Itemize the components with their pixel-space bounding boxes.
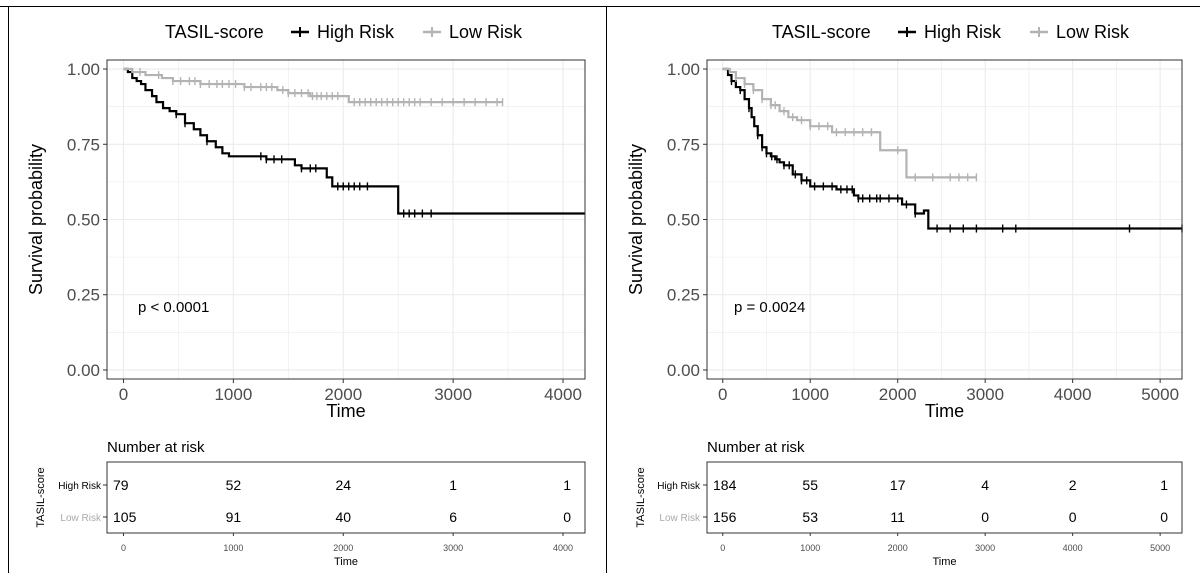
y-tick-label: 0.25 <box>667 286 700 305</box>
risk-count: 0 <box>981 509 989 525</box>
x-tick-label: 3000 <box>966 385 1004 404</box>
x-tick-label: 4000 <box>544 385 582 404</box>
legend: TASIL-score High Risk Low Risk <box>165 22 523 42</box>
risk-table-border <box>106 461 586 534</box>
risk-table-title: Number at risk <box>707 439 805 456</box>
risk-x-tick-label: 3000 <box>975 543 995 553</box>
risk-count: 40 <box>335 509 351 525</box>
y-axis-title: Survival probability <box>626 144 646 295</box>
risk-x-axis-title: Time <box>932 556 956 568</box>
y-tick-label: 0.75 <box>67 135 100 154</box>
risk-x-tick-label: 0 <box>121 543 126 553</box>
frame-divider-line <box>606 6 607 573</box>
legend-label: High Risk <box>317 22 395 42</box>
legend-label: Low Risk <box>449 22 523 42</box>
risk-count: 4 <box>981 477 989 493</box>
y-tick-label: 0.50 <box>667 211 700 230</box>
x-tick-label: 2000 <box>324 385 362 404</box>
risk-x-tick-label: 5000 <box>1150 543 1170 553</box>
plot-border <box>106 59 586 380</box>
y-tick-label: 0.00 <box>667 361 700 380</box>
legend-label: Low Risk <box>1056 22 1130 42</box>
risk-count: 17 <box>890 477 906 493</box>
frame-top-line <box>0 6 1200 7</box>
legend-title: TASIL-score <box>772 22 871 42</box>
y-tick-label: 0.75 <box>667 135 700 154</box>
risk-table-border <box>706 461 1183 534</box>
risk-count: 1 <box>563 477 571 493</box>
y-tick-label: 1.00 <box>667 60 700 79</box>
y-tick-label: 0.25 <box>67 286 100 305</box>
x-tick-label: 5000 <box>1141 385 1179 404</box>
risk-x-tick-label: 4000 <box>553 543 573 553</box>
risk-count: 55 <box>802 477 818 493</box>
risk-count: 11 <box>890 509 905 525</box>
risk-x-tick-label: 2000 <box>333 543 353 553</box>
risk-row-label: High Risk <box>58 481 102 492</box>
x-tick-label: 0 <box>119 385 128 404</box>
risk-row-label: Low Risk <box>659 513 701 524</box>
series-high-risk <box>722 67 1183 233</box>
risk-count: 79 <box>113 477 129 493</box>
x-tick-label: 4000 <box>1054 385 1092 404</box>
risk-count: 1 <box>449 477 457 493</box>
risk-count: 2 <box>1069 477 1077 493</box>
risk-count: 24 <box>335 477 351 493</box>
risk-row-label: High Risk <box>657 481 701 492</box>
frame-left-line <box>8 6 9 573</box>
x-axis-title: Time <box>925 401 964 421</box>
risk-x-tick-label: 3000 <box>443 543 463 553</box>
risk-x-axis-title: Time <box>334 556 358 568</box>
risk-count: 52 <box>226 477 242 493</box>
risk-count: 91 <box>226 509 242 525</box>
risk-y-axis-title: TASIL-score <box>35 467 47 527</box>
risk-x-tick-label: 4000 <box>1063 543 1083 553</box>
risk-x-tick-label: 2000 <box>888 543 908 553</box>
risk-x-tick-label: 1000 <box>800 543 820 553</box>
km-panel-left: TASIL-score High Risk Low Risk 0 1000 2000 300… <box>26 22 586 568</box>
legend: TASIL-score High Risk Low Risk <box>772 22 1130 42</box>
risk-row-label: Low Risk <box>60 513 102 524</box>
risk-count: 1 <box>1160 477 1168 493</box>
series-low-risk <box>722 67 978 182</box>
risk-count: 184 <box>713 477 737 493</box>
legend-label: High Risk <box>924 22 1002 42</box>
series-low-risk <box>123 67 504 107</box>
km-chart-left: TASIL-score High Risk Low Risk 0 1000 2000 300… <box>26 22 586 568</box>
x-tick-label: 1000 <box>214 385 252 404</box>
x-tick-label: 0 <box>718 385 727 404</box>
x-axis-title: Time <box>326 401 365 421</box>
p-value-label: p < 0.0001 <box>138 299 209 316</box>
x-tick-label: 1000 <box>791 385 829 404</box>
risk-count: 105 <box>113 509 137 525</box>
risk-count: 0 <box>1069 509 1077 525</box>
risk-y-axis-title: TASIL-score <box>635 467 647 527</box>
legend-title: TASIL-score <box>165 22 264 42</box>
risk-x-tick-label: 1000 <box>223 543 243 553</box>
plot-border <box>706 59 1183 380</box>
risk-x-tick-label: 0 <box>720 543 725 553</box>
risk-count: 156 <box>713 509 737 525</box>
risk-count: 53 <box>802 509 818 525</box>
y-tick-label: 1.00 <box>67 60 100 79</box>
series-high-risk <box>123 67 585 218</box>
p-value-label: p = 0.0024 <box>734 299 805 316</box>
y-axis-title: Survival probability <box>26 144 46 295</box>
risk-count: 0 <box>563 509 571 525</box>
x-tick-label: 3000 <box>434 385 472 404</box>
km-panel-right: TASIL-score High Risk Low Risk 0 1000 2000 300… <box>607 0 1200 573</box>
risk-count: 6 <box>449 509 457 525</box>
y-tick-label: 0.00 <box>67 361 100 380</box>
x-tick-label: 2000 <box>879 385 917 404</box>
risk-table-title: Number at risk <box>107 439 205 456</box>
risk-count: 0 <box>1160 509 1168 525</box>
y-tick-label: 0.50 <box>67 211 100 230</box>
